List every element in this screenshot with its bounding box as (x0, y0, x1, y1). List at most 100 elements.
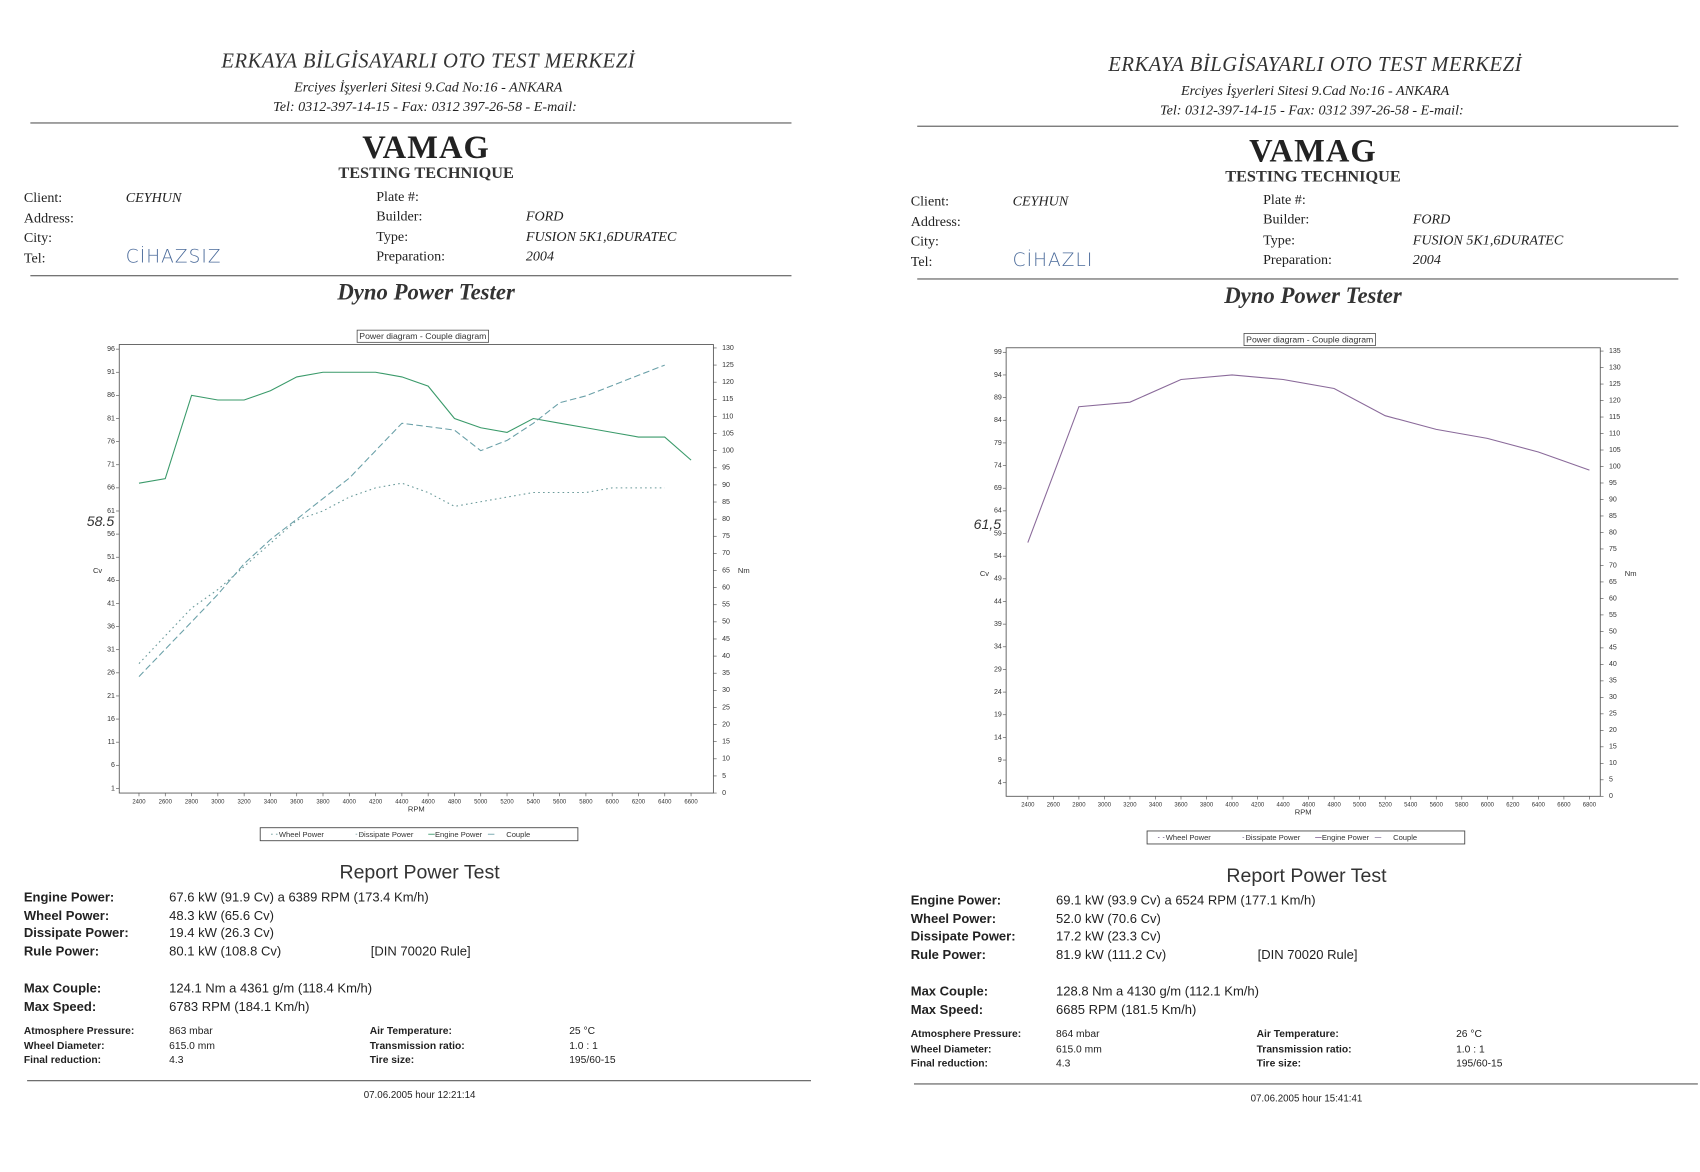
company-name: ERKAYA BİLGİSAYARLI OTO TEST MERKEZİ (221, 50, 636, 74)
y2-tick-label: 75 (1609, 546, 1617, 553)
y2-tick-label: 90 (1609, 496, 1617, 503)
y2-tick-label: 120 (1609, 397, 1621, 404)
plot-frame (1005, 347, 1601, 797)
x-tick-label: 4600 (422, 799, 436, 805)
x-tick-label: 4800 (448, 799, 462, 805)
x-tick-label: 3000 (1098, 803, 1112, 809)
y2-tick-label: 105 (1609, 447, 1621, 454)
field-label: Preparation: (376, 247, 446, 264)
y-tick-label: 74 (994, 462, 1002, 469)
condition-value: 1.0 : 1 (569, 1039, 598, 1052)
section-title: Dyno Power Tester (337, 278, 515, 305)
report-title: Report Power Test (1226, 864, 1387, 887)
y2-tick-label: 80 (1609, 529, 1617, 536)
result-label: Engine Power: (23, 889, 115, 905)
y2-tick-label: 130 (1609, 364, 1621, 371)
y2-tick-label: 10 (722, 756, 730, 763)
y-tick-label: 59 (994, 530, 1002, 537)
x-tick-label: 2800 (185, 799, 199, 805)
annotation: 61,5 (974, 516, 1002, 532)
y2-tick-label: 110 (1609, 430, 1620, 437)
result-value: 48.3 kW (65.6 Cv) (169, 907, 274, 923)
legend-box (259, 827, 579, 842)
footer-timestamp: 07.06.2005 hour 15:41:41 (1250, 1092, 1363, 1104)
y2-axis-label: Nm (1625, 569, 1637, 578)
legend-label: Engine Power (1322, 833, 1370, 842)
result-value: 17.2 kW (23.3 Cv) (1056, 928, 1161, 945)
condition-label: Final reduction: (910, 1057, 988, 1070)
y-tick-label: 14 (994, 734, 1002, 741)
condition-value: 26 °C (1456, 1028, 1482, 1041)
y-tick-label: 81 (107, 415, 115, 422)
y-tick-label: 19 (994, 712, 1002, 719)
y2-axis-label: Nm (738, 566, 750, 575)
condition-value: 25 °C (569, 1025, 596, 1038)
y-tick-label: 6 (111, 762, 115, 769)
y2-tick-label: 95 (1609, 480, 1617, 487)
x-tick-label: 2600 (1047, 803, 1061, 809)
y-tick-label: 84 (994, 417, 1002, 424)
y2-tick-label: 80 (722, 516, 730, 523)
rule-line (917, 278, 1679, 280)
y-tick-label: 26 (107, 670, 115, 677)
y2-tick-label: 85 (1609, 513, 1617, 520)
legend-label: Engine Power (435, 830, 483, 839)
y-tick-label: 39 (994, 621, 1002, 628)
field-label: Type: (1263, 230, 1295, 248)
chart-title: Power diagram - Couple diagram (1246, 334, 1373, 344)
y-tick-label: 61 (107, 508, 115, 515)
y2-tick-label: 45 (1609, 645, 1617, 652)
legend-label: Dissipate Power (359, 830, 414, 839)
result-label: Wheel Power: (910, 910, 997, 926)
condition-value: 4.3 (1056, 1057, 1071, 1070)
y-tick-label: 96 (107, 346, 115, 353)
y-tick-label: 66 (107, 485, 115, 492)
y-tick-label: 69 (994, 485, 1002, 492)
field-value: FORD (1412, 211, 1451, 228)
y-tick-label: 64 (994, 508, 1002, 515)
y2-tick-label: 10 (1609, 760, 1617, 767)
x-tick-label: 5200 (1379, 803, 1393, 809)
field-value: 2004 (525, 247, 555, 264)
field-label: Type: (376, 227, 409, 244)
field-label: Preparation: (1263, 250, 1332, 267)
x-tick-label: 5400 (1404, 803, 1418, 809)
condition-label: Atmosphere Pressure: (910, 1028, 1022, 1041)
result-label: Rule Power: (23, 943, 100, 959)
field-label: Tel: (23, 249, 46, 267)
y2-tick-label: 50 (1609, 628, 1617, 635)
series-line (138, 364, 665, 677)
y-tick-label: 46 (107, 577, 115, 584)
y2-tick-label: 55 (1609, 612, 1617, 619)
max-label: Max Couple: (910, 983, 989, 999)
result-note: [DIN 70020 Rule] (370, 943, 471, 959)
y2-tick-label: 0 (1609, 793, 1613, 800)
x-tick-label: 5600 (553, 799, 567, 805)
series-line (138, 371, 692, 484)
field-label: Plate #: (376, 187, 419, 205)
y-tick-label: 21 (107, 693, 115, 700)
y2-tick-label: 70 (722, 550, 730, 557)
max-value: 6783 RPM (184.1 Km/h) (169, 998, 310, 1015)
condition-label: Transmission ratio: (1256, 1043, 1352, 1055)
y2-tick-label: 100 (1609, 463, 1621, 470)
y2-tick-label: 5 (722, 773, 726, 780)
y2-tick-label: 45 (722, 636, 730, 643)
x-tick-label: 6400 (1532, 803, 1546, 809)
condition-label: Air Temperature: (1256, 1028, 1339, 1041)
x-tick-label: 5000 (474, 799, 488, 805)
y2-tick-label: 0 (722, 790, 726, 797)
x-tick-label: 6000 (1481, 803, 1495, 809)
subtitle: TESTING TECHNIQUE (1225, 168, 1401, 186)
rule-line (27, 1080, 811, 1082)
section-title: Dyno Power Tester (1224, 282, 1402, 309)
x-tick-label: 4400 (1276, 803, 1290, 809)
y-tick-label: 49 (994, 576, 1002, 583)
field-label: Client: (910, 192, 950, 209)
rule-line (917, 125, 1679, 127)
y2-tick-label: 115 (1609, 414, 1620, 421)
rule-line (30, 275, 792, 277)
y2-tick-label: 30 (722, 687, 730, 694)
x-tick-label: 3600 (290, 799, 304, 805)
